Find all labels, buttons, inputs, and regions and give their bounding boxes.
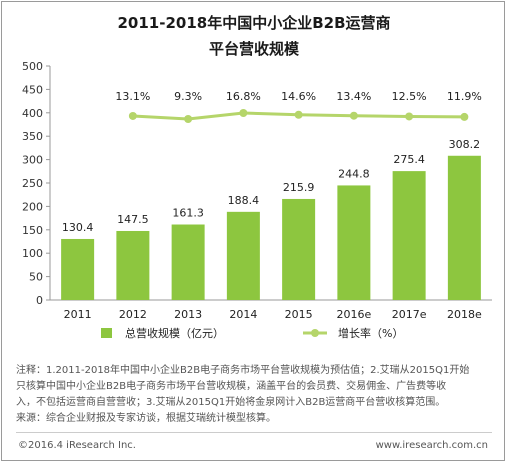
x-tick-label: 2014 — [229, 308, 257, 321]
growth-point — [460, 112, 469, 121]
x-tick-label: 2012 — [119, 308, 147, 321]
copyright-text: ©2016.4 iResearch Inc. — [18, 440, 136, 451]
chart-title: 2011-2018年中国中小企业B2B运营商 — [117, 14, 391, 32]
x-tick-label: 2015 — [285, 308, 313, 321]
y-tick-label: 400 — [22, 107, 43, 120]
bar — [282, 198, 316, 300]
y-tick-label: 500 — [22, 60, 43, 73]
y-tick-label: 200 — [22, 200, 43, 213]
bar — [116, 230, 150, 300]
growth-label: 13.1% — [115, 90, 150, 103]
bar — [337, 185, 371, 300]
y-tick-label: 250 — [22, 177, 43, 190]
bar — [171, 224, 205, 300]
note-line: 只核算中国中小企业B2B电子商务市场平台营收规模，涵盖平台的会员费、交易佣金、广… — [16, 381, 447, 392]
legend-bar-swatch — [101, 328, 112, 338]
x-tick-label: 2018e — [447, 308, 482, 321]
bar-value-label: 161.3 — [172, 207, 204, 220]
bar-value-label: 308.2 — [449, 138, 481, 151]
x-tick-label: 2011 — [64, 308, 92, 321]
growth-point — [294, 110, 303, 119]
bar — [226, 211, 260, 300]
bar — [447, 155, 481, 300]
bar-value-label: 215.9 — [283, 181, 315, 194]
bar-value-label: 244.8 — [338, 167, 370, 180]
source-line: 来源：综合企业财报及专家访谈，根据艾瑞统计模型核算。 — [16, 413, 276, 424]
y-tick-label: 350 — [22, 130, 43, 143]
bar-value-label: 188.4 — [228, 194, 260, 207]
growth-point — [349, 111, 358, 120]
growth-point — [239, 109, 248, 117]
y-tick-label: 450 — [22, 83, 43, 96]
bar-value-label: 147.5 — [117, 213, 149, 226]
note-line: 入，不包括运营商自营营收；3.艾瑞从2015Q1开始将金泉网计入B2B运营商平台… — [16, 397, 446, 408]
bar-value-label: 275.4 — [393, 153, 425, 166]
x-tick-label: 2013 — [174, 308, 202, 321]
x-tick-label: 2016e — [336, 308, 371, 321]
growth-label: 16.8% — [226, 90, 261, 103]
growth-label: 11.9% — [447, 90, 482, 103]
y-tick-label: 300 — [22, 154, 43, 167]
growth-point — [184, 115, 193, 123]
chart-notes: 注释：1.2011-2018年中国中小企业B2B电子商务市场平台营收规模为预估值… — [16, 363, 494, 427]
legend-line-marker — [311, 329, 319, 337]
bar — [392, 171, 426, 300]
growth-label: 13.4% — [336, 90, 371, 103]
chart-subtitle: 平台营收规模 — [208, 40, 299, 58]
growth-point — [405, 112, 414, 121]
note-line: 注释：1.2011-2018年中国中小企业B2B电子商务市场平台营收规模为预估值… — [16, 365, 470, 376]
bar — [61, 238, 95, 300]
y-tick-label: 0 — [36, 294, 43, 307]
y-tick-label: 150 — [22, 224, 43, 237]
y-tick-label: 100 — [22, 247, 43, 260]
y-tick-label: 50 — [29, 271, 43, 284]
x-tick-label: 2017e — [392, 308, 427, 321]
growth-label: 12.5% — [392, 90, 427, 103]
legend-bar-label: 总营收规模（亿元） — [125, 326, 224, 340]
legend-line-label: 增长率（%） — [338, 326, 403, 340]
website-url: www.iresearch.com.cn — [375, 440, 488, 451]
growth-label: 14.6% — [281, 90, 316, 103]
growth-point — [128, 111, 137, 120]
bar-value-label: 130.4 — [62, 221, 94, 234]
growth-label: 9.3% — [174, 90, 202, 103]
footer-divider — [16, 432, 492, 433]
